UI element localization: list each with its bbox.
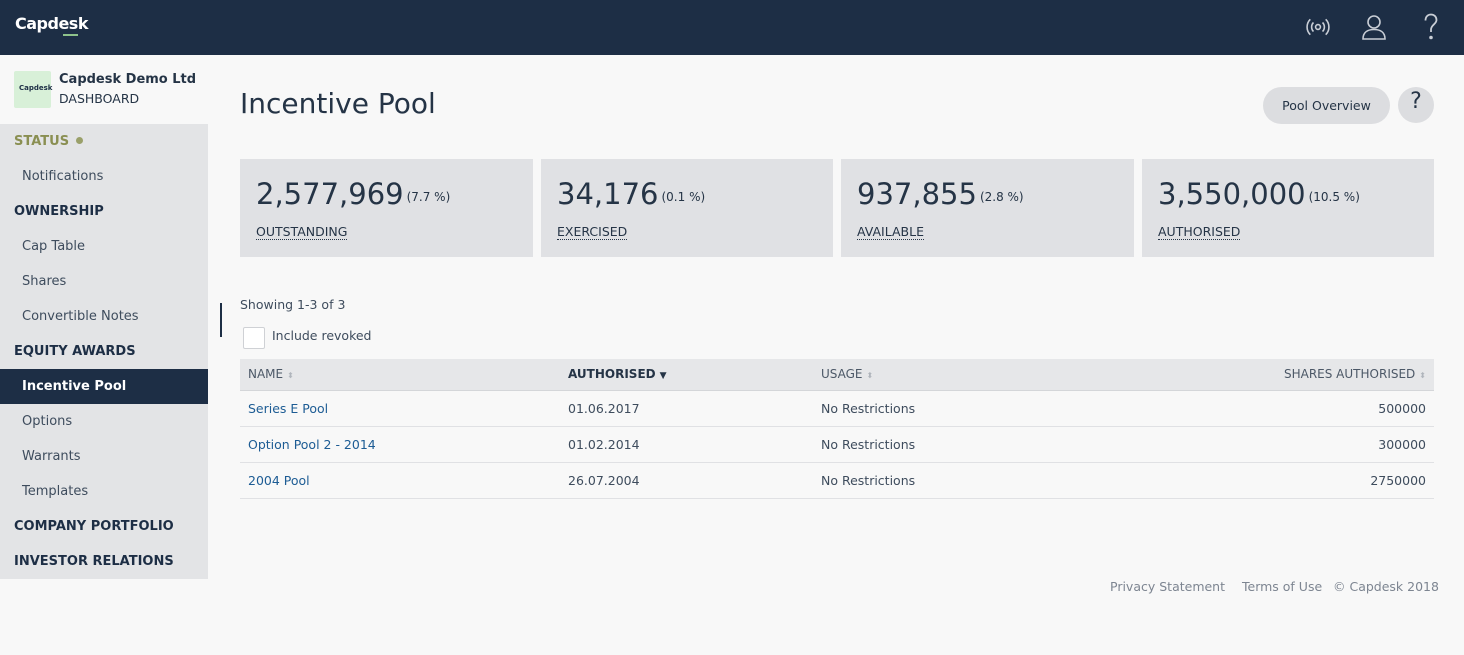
sidebar-section-equity-awards[interactable]: EQUITY AWARDS [14,344,136,359]
stat-label[interactable]: AVAILABLE [857,224,924,240]
sidebar-section-investor-relations[interactable]: INVESTOR RELATIONS [14,554,174,569]
brand-logo[interactable]: Capdesk [15,14,88,33]
sidebar-item-templates[interactable]: Templates [22,484,89,499]
include-revoked-label[interactable]: Include revoked [272,328,372,343]
sidebar-item-warrants[interactable]: Warrants [22,449,81,464]
sidebar-section-ownership[interactable]: OWNERSHIP [14,204,104,219]
column-header-usage[interactable]: USAGE ⬍ [821,367,874,381]
sidebar-item-cap-table[interactable]: Cap Table [22,239,86,254]
sidebar-item-status[interactable]: STATUS [0,124,208,159]
stat-label[interactable]: AUTHORISED [1158,224,1241,240]
sidebar-item-shares[interactable]: Shares [22,274,67,289]
help-icon[interactable] [1416,12,1446,42]
stat-percent: (7.7 %) [406,190,451,204]
sort-icon: ⬍ [1419,371,1426,380]
table-row: Option Pool 2 - 2014 01.02.2014 No Restr… [240,427,1434,463]
sort-desc-icon: ▼ [659,371,667,381]
stat-value: 937,855 [857,177,977,211]
pool-overview-button[interactable]: Pool Overview [1263,87,1390,124]
usage-text: No Restrictions [821,473,916,488]
sidebar-section-company-portfolio[interactable]: COMPANY PORTFOLIO [14,519,174,534]
authorised-date: 01.02.2014 [568,437,640,452]
authorised-date: 01.06.2017 [568,401,640,416]
stat-card-outstanding: 2,577,969 (7.7 %) OUTSTANDING [240,159,533,257]
include-revoked-checkbox[interactable] [243,327,265,349]
stat-percent: (2.8 %) [979,190,1024,204]
page-title: Incentive Pool [240,87,436,120]
authorised-date: 26.07.2004 [568,473,640,488]
shares-authorised: 500000 [1378,401,1426,416]
stat-value: 2,577,969 [256,177,404,211]
stat-label[interactable]: EXERCISED [557,224,628,240]
usage-text: No Restrictions [821,401,916,416]
company-name: Capdesk Demo Ltd (... [59,72,199,87]
stat-card-authorised: 3,550,000 (10.5 %) AUTHORISED [1142,159,1434,257]
stat-value: 34,176 [557,177,659,211]
sort-icon: ⬍ [866,371,874,380]
shares-authorised: 2750000 [1370,473,1426,488]
stat-card-available: 937,855 (2.8 %) AVAILABLE [841,159,1134,257]
company-logo: Capdesk [14,71,52,108]
stat-label[interactable]: OUTSTANDING [256,224,348,240]
top-bar: Capdesk [0,0,1464,55]
sidebar-item-notifications[interactable]: Notifications [22,169,104,184]
logo-underline [63,34,78,36]
sidebar-item-options[interactable]: Options [22,414,73,429]
status-dot-icon [76,137,84,144]
sidebar: Capdesk Capdesk Demo Ltd (... DASHBOARD … [0,55,208,579]
pool-name-link[interactable]: 2004 Pool [248,473,310,488]
sidebar-item-convertible-notes[interactable]: Convertible Notes [22,309,139,324]
column-header-name[interactable]: NAME ⬍ [248,367,294,381]
stat-card-exercised: 34,176 (0.1 %) EXERCISED [541,159,833,257]
sidebar-item-incentive-pool[interactable]: Incentive Pool [0,369,208,404]
table-row: 2004 Pool 26.07.2004 No Restrictions 275… [240,463,1434,499]
column-header-shares-authorised[interactable]: SHARES AUTHORISED ⬍ [1283,367,1426,381]
page-help-button[interactable]: ? [1398,87,1434,123]
broadcast-icon[interactable] [1303,12,1333,42]
scroll-indicator [220,303,222,337]
shares-authorised: 300000 [1378,437,1426,452]
privacy-statement-link[interactable]: Privacy Statement [1110,579,1226,594]
results-count: Showing 1-3 of 3 [240,297,346,312]
sort-icon: ⬍ [287,371,294,380]
table-header: NAME ⬍ AUTHORISED ▼ USAGE ⬍ SHARES AUTHORIS… [240,359,1434,391]
stat-percent: (0.1 %) [661,190,706,204]
company-switcher[interactable]: Capdesk Capdesk Demo Ltd (... DASHBOARD [0,55,208,124]
usage-text: No Restrictions [821,437,916,452]
terms-of-use-link[interactable]: Terms of Use [1242,579,1323,594]
question-mark-icon: ? [1410,89,1422,114]
table-row: Series E Pool 01.06.2017 No Restrictions… [240,391,1434,427]
pool-name-link[interactable]: Series E Pool [248,401,329,416]
column-header-authorised[interactable]: AUTHORISED ▼ [568,367,667,381]
copyright-text: © Capdesk 2018 [1333,579,1439,594]
stat-value: 3,550,000 [1158,177,1306,211]
company-subtitle: DASHBOARD [59,91,140,106]
pool-name-link[interactable]: Option Pool 2 - 2014 [248,437,376,452]
user-icon[interactable] [1359,12,1389,42]
stat-percent: (10.5 %) [1308,190,1360,204]
